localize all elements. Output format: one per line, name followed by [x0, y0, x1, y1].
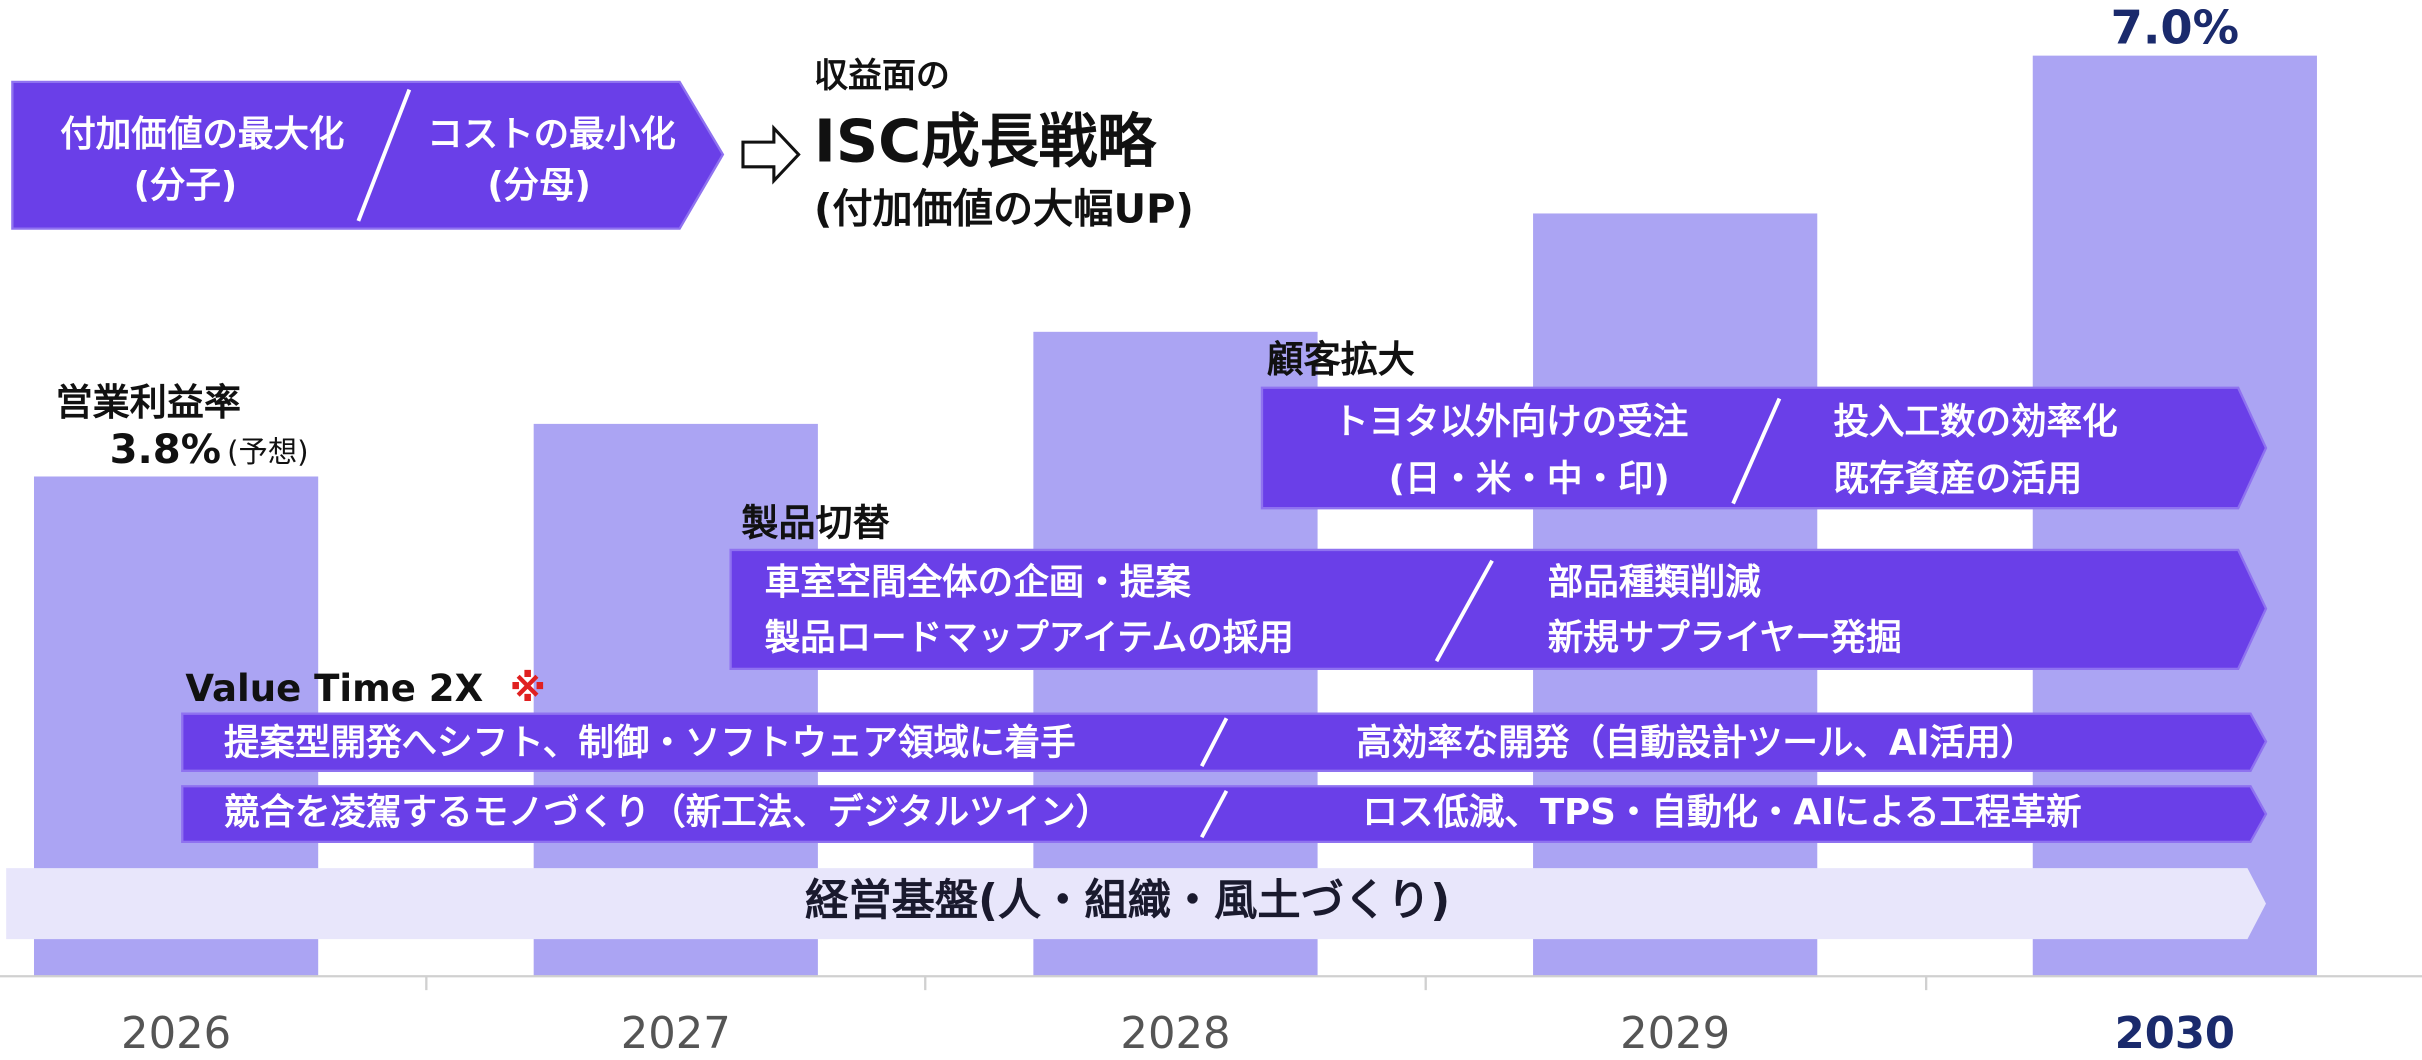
- value-label-note: (予想): [227, 435, 309, 469]
- initiative-mark: ※: [510, 667, 546, 710]
- x-tick-label: 2029: [1620, 1009, 1730, 1059]
- slash: [356, 88, 412, 222]
- initiative-text: 競合を凌駕するモノづくり（新工法、デジタルツイン）: [224, 792, 1111, 833]
- strategy-heading: 収益面の: [814, 56, 950, 96]
- strategy-text: 付加価値の最大化: [60, 114, 344, 155]
- strategy-text: コストの最小化: [427, 114, 676, 155]
- strategy-text: (分母): [487, 165, 590, 206]
- initiative-text: (日・米・中・印): [1389, 458, 1670, 499]
- strategy-title: ISC成長戦略: [814, 107, 1157, 175]
- x-tick-label: 2028: [1120, 1009, 1230, 1059]
- initiative-text: 新規サプライヤー発掘: [1548, 618, 1902, 659]
- strategy-text: (分子): [134, 165, 238, 206]
- slash: [1200, 789, 1229, 839]
- slash: [1731, 397, 1782, 505]
- initiative-banner: [1260, 386, 2268, 510]
- value-label: 3.8%: [110, 427, 221, 473]
- initiative-label: Value Time 2X: [185, 667, 483, 710]
- initiative-label: 顧客拡大: [1267, 338, 1415, 381]
- strategy-subtitle: (付加価値の大幅UP): [814, 187, 1194, 233]
- initiative-text: 製品ロードマップアイテムの採用: [765, 618, 1294, 659]
- initiative-text: ロス低減、TPS・自動化・AIによる工程革新: [1362, 792, 2081, 833]
- slash: [1200, 717, 1229, 768]
- value-label: 7.0%: [2111, 0, 2240, 54]
- initiative-text: 車室空間全体の企画・提案: [765, 562, 1192, 603]
- strategy-banner: [11, 80, 725, 230]
- initiative-text: 投入工数の効率化: [1833, 401, 2117, 442]
- initiative-banner: [181, 712, 2268, 772]
- initiative-banner: [181, 785, 2268, 844]
- x-tick-label: 2026: [121, 1009, 231, 1059]
- initiative-text: トヨタ以外向けの受注: [1333, 401, 1688, 442]
- separators: [425, 976, 1928, 991]
- value-label-title: 営業利益率: [56, 381, 241, 424]
- arrow-icon: [741, 124, 801, 185]
- x-tick-label: 2027: [621, 1009, 731, 1059]
- initiative-text: 既存資産の活用: [1833, 458, 2082, 499]
- initiative-text: 部品種類削減: [1548, 562, 1762, 603]
- foundation-banner: [6, 868, 2266, 940]
- initiative-label: 製品切替: [741, 502, 889, 545]
- slash: [1434, 559, 1494, 663]
- foundation-text: 経営基盤(人・組織・風土づくり): [805, 876, 1450, 926]
- initiative-text: 提案型開発へシフト、制御・ソフトウェア領域に着手: [224, 723, 1076, 764]
- x-tick-label: 2030: [2115, 1009, 2235, 1059]
- initiative-text: 高効率な開発（自動設計ツール、AI活用）: [1356, 723, 2036, 764]
- initiative-banner: [729, 548, 2268, 671]
